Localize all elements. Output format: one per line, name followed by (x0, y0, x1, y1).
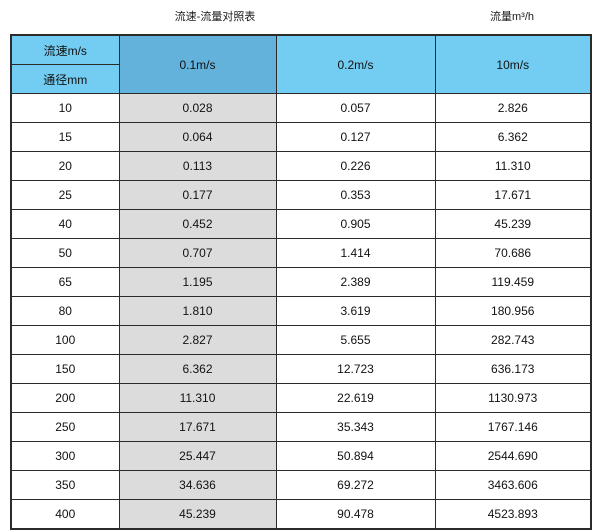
cell-flow-10ms: 45.239 (434, 209, 592, 239)
cell-diameter: 40 (10, 209, 120, 239)
table-row: 25 0.177 0.353 17.671 (10, 180, 592, 210)
cell-flow-10ms: 70.686 (434, 238, 592, 268)
cell-diameter: 300 (10, 441, 120, 471)
table-row: 80 1.810 3.619 180.956 (10, 296, 592, 326)
cell-flow-0.1ms: 11.310 (118, 383, 277, 413)
header-diameter-label: 通径mm (10, 64, 120, 94)
table-row: 15 0.064 0.127 6.362 (10, 122, 592, 152)
cell-flow-0.2ms: 90.478 (275, 499, 436, 530)
cell-flow-0.2ms: 0.057 (275, 93, 436, 123)
cell-flow-10ms: 1130.973 (434, 383, 592, 413)
table-row: 50 0.707 1.414 70.686 (10, 238, 592, 268)
cell-flow-0.1ms: 0.177 (118, 180, 277, 210)
header-row-bottom: 通径mm (10, 64, 591, 94)
cell-diameter: 10 (10, 93, 120, 123)
cell-flow-10ms: 4523.893 (434, 499, 592, 530)
cell-flow-10ms: 636.173 (434, 354, 592, 384)
header-col-10ms: 10m/s (434, 34, 592, 94)
cell-flow-10ms: 3463.606 (434, 470, 592, 500)
table-row: 40 0.452 0.905 45.239 (10, 209, 592, 239)
cell-flow-0.2ms: 69.272 (275, 470, 436, 500)
cell-diameter: 25 (10, 180, 120, 210)
cell-diameter: 15 (10, 122, 120, 152)
table-row: 200 11.310 22.619 1130.973 (10, 383, 592, 413)
table-row: 100 2.827 5.655 282.743 (10, 325, 592, 355)
flow-velocity-table-container: 流速m/s 0.1m/s 0.2m/s 10m/s 通径mm 10 0.028 0.… (10, 34, 592, 530)
cell-diameter: 50 (10, 238, 120, 268)
cell-flow-0.2ms: 3.619 (275, 296, 436, 326)
cell-diameter: 20 (10, 151, 120, 181)
table-row: 350 34.636 69.272 3463.606 (10, 470, 592, 500)
cell-flow-0.2ms: 0.127 (275, 122, 436, 152)
cell-flow-0.1ms: 17.671 (118, 412, 277, 442)
cell-flow-0.2ms: 0.353 (275, 180, 436, 210)
flow-velocity-table: 流速m/s 0.1m/s 0.2m/s 10m/s 通径mm 10 0.028 0.… (10, 34, 592, 530)
cell-flow-0.2ms: 5.655 (275, 325, 436, 355)
cell-diameter: 100 (10, 325, 120, 355)
cell-diameter: 400 (10, 499, 120, 530)
cell-flow-0.1ms: 6.362 (118, 354, 277, 384)
cell-flow-0.1ms: 45.239 (118, 499, 277, 530)
cell-flow-0.1ms: 0.064 (118, 122, 277, 152)
cell-flow-0.1ms: 0.452 (118, 209, 277, 239)
table-row: 65 1.195 2.389 119.459 (10, 267, 592, 297)
cell-flow-0.1ms: 1.810 (118, 296, 277, 326)
cell-diameter: 80 (10, 296, 120, 326)
cell-flow-10ms: 11.310 (434, 151, 592, 181)
cell-diameter: 350 (10, 470, 120, 500)
cell-flow-10ms: 2544.690 (434, 441, 592, 471)
cell-flow-0.2ms: 0.226 (275, 151, 436, 181)
header-col-0.2ms: 0.2m/s (275, 34, 436, 94)
header-col-0.1ms: 0.1m/s (118, 34, 277, 94)
table-body: 流速m/s 0.1m/s 0.2m/s 10m/s 通径mm 10 0.028 0.… (10, 34, 592, 530)
cell-flow-10ms: 1767.146 (434, 412, 592, 442)
table-row: 20 0.113 0.226 11.310 (10, 151, 592, 181)
cell-flow-0.2ms: 12.723 (275, 354, 436, 384)
cell-flow-0.1ms: 0.707 (118, 238, 277, 268)
cell-flow-0.1ms: 2.827 (118, 325, 277, 355)
header-row-top: 流速m/s 0.1m/s 0.2m/s 10m/s (10, 34, 592, 94)
cell-flow-0.1ms: 34.636 (118, 470, 277, 500)
caption-row: 流速-流量对照表 流量m³/h (0, 0, 600, 34)
cell-diameter: 150 (10, 354, 120, 384)
chart-title: 流速-流量对照表 (174, 11, 256, 23)
cell-flow-0.1ms: 25.447 (118, 441, 277, 471)
cell-flow-0.1ms: 0.028 (118, 93, 277, 123)
cell-flow-10ms: 2.826 (434, 93, 592, 123)
cell-diameter: 200 (10, 383, 120, 413)
header-velocity-label: 流速m/s (10, 34, 120, 65)
cell-flow-0.2ms: 0.905 (275, 209, 436, 239)
cell-flow-0.2ms: 22.619 (275, 383, 436, 413)
cell-diameter: 65 (10, 267, 120, 297)
cell-flow-0.2ms: 2.389 (275, 267, 436, 297)
table-row: 150 6.362 12.723 636.173 (10, 354, 592, 384)
cell-flow-10ms: 6.362 (434, 122, 592, 152)
cell-flow-10ms: 17.671 (434, 180, 592, 210)
cell-flow-0.1ms: 0.113 (118, 151, 277, 181)
table-row: 10 0.028 0.057 2.826 (10, 93, 592, 123)
table-row: 250 17.671 35.343 1767.146 (10, 412, 592, 442)
flow-unit-label: 流量m³/h (490, 11, 534, 23)
cell-flow-10ms: 119.459 (434, 267, 592, 297)
table-row: 300 25.447 50.894 2544.690 (10, 441, 592, 471)
cell-flow-0.2ms: 50.894 (275, 441, 436, 471)
cell-flow-0.2ms: 35.343 (275, 412, 436, 442)
cell-diameter: 250 (10, 412, 120, 442)
cell-flow-10ms: 282.743 (434, 325, 592, 355)
table-row: 400 45.239 90.478 4523.893 (10, 499, 592, 530)
cell-flow-10ms: 180.956 (434, 296, 592, 326)
cell-flow-0.1ms: 1.195 (118, 267, 277, 297)
cell-flow-0.2ms: 1.414 (275, 238, 436, 268)
